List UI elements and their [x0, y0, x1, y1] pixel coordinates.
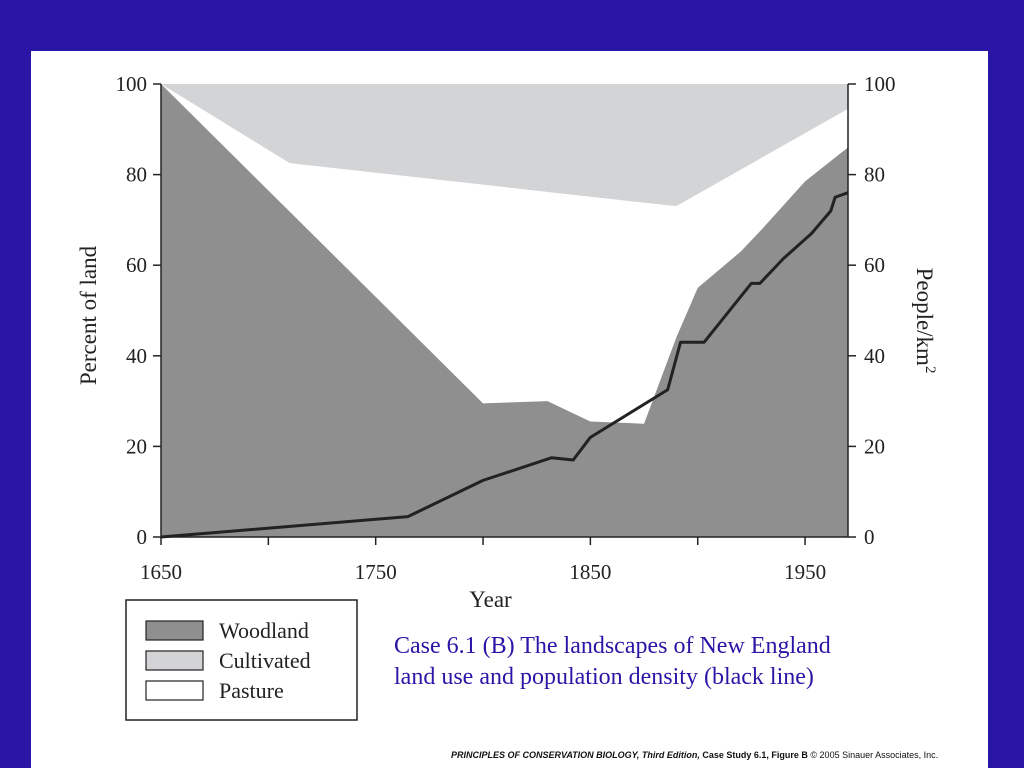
- woodland-area: [161, 84, 848, 537]
- y2-tick-label: 60: [864, 253, 885, 277]
- y-tick-label: 20: [126, 434, 147, 458]
- y-tick-label: 60: [126, 253, 147, 277]
- footer-copyright: © 2005 Sinauer Associates, Inc.: [810, 750, 939, 760]
- source-footer: PRINCIPLES OF CONSERVATION BIOLOGY, Thir…: [451, 750, 981, 760]
- slide-caption: Case 6.1 (B) The landscapes of New Engla…: [394, 631, 954, 693]
- pasture-area: [161, 84, 848, 424]
- y2-axis-title-superscript: 2: [922, 366, 938, 374]
- footer-figure-ref: Case Study 6.1, Figure B: [702, 750, 808, 760]
- x-tick-label: 1650: [140, 560, 182, 584]
- caption-line-1: Case 6.1 (B) The landscapes of New Engla…: [394, 633, 831, 659]
- x-axis-title: Year: [469, 587, 512, 612]
- x-tick-label: 1850: [569, 560, 611, 584]
- land-use-chart: 0 20 40 60 80 100 0 20 40 60 80 100 1650 1750 1850 1950…: [76, 72, 938, 721]
- y-tick-label: 100: [116, 72, 148, 96]
- y-tick-label: 80: [126, 163, 147, 187]
- cultivated-area: [161, 84, 848, 207]
- legend-label-woodland: Woodland: [219, 618, 309, 643]
- y2-tick-label: 80: [864, 163, 885, 187]
- legend-swatch-woodland: [145, 620, 204, 641]
- legend-label-pasture: Pasture: [219, 678, 284, 703]
- y2-tick-label: 20: [864, 434, 885, 458]
- y2-axis-title: People/km2: [912, 268, 938, 374]
- y-tick-label: 40: [126, 344, 147, 368]
- footer-book-title: PRINCIPLES OF CONSERVATION BIOLOGY, Thir…: [451, 750, 700, 760]
- y-axis-title: Percent of land: [76, 245, 101, 385]
- legend-label-cultivated: Cultivated: [219, 648, 311, 673]
- x-tick-label: 1750: [355, 560, 397, 584]
- legend-swatch-cultivated: [145, 650, 204, 671]
- y-tick-label: 0: [137, 525, 148, 549]
- y2-tick-label: 40: [864, 344, 885, 368]
- caption-line-2: land use and population density (black l…: [394, 664, 814, 690]
- legend-swatch-pasture: [145, 680, 204, 701]
- x-tick-label: 1950: [784, 560, 826, 584]
- y2-tick-label: 100: [864, 72, 896, 96]
- y2-tick-label: 0: [864, 525, 875, 549]
- slide-panel: 0 20 40 60 80 100 0 20 40 60 80 100 1650 1750 1850 1950…: [31, 51, 988, 768]
- population-density-line: [160, 191, 849, 539]
